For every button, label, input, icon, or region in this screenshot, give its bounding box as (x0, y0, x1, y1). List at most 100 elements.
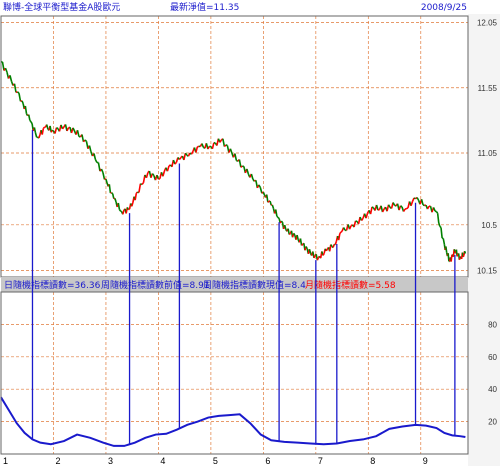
price-segment (4, 67, 8, 73)
price-segment (178, 157, 182, 161)
date-label: 2008/9/25 (421, 3, 467, 13)
weekly-kd-current-value: 周隨機指標讀數現值=8.4 (203, 279, 306, 291)
price-segment (30, 121, 33, 125)
price-segment (111, 192, 114, 195)
price-segment (439, 225, 442, 229)
price-segment (142, 174, 146, 184)
price-segment (259, 187, 263, 194)
price-segment (274, 209, 278, 217)
price-segment (42, 126, 46, 129)
price-segment (381, 208, 385, 213)
price-series (0, 60, 467, 263)
price-segment (369, 206, 373, 215)
price-segment (56, 127, 59, 130)
price-segment (201, 143, 205, 148)
price-segment (265, 194, 269, 203)
price-segment (406, 207, 409, 210)
fund-title: 聯博-全球平衡型基金A股歐元 (3, 1, 120, 13)
price-segment (229, 148, 233, 154)
price-segment (325, 248, 329, 252)
price-segment (305, 246, 308, 250)
price-segment (277, 216, 280, 219)
price-segment (151, 173, 155, 177)
kd-indicator-line (0, 396, 466, 447)
price-segment (334, 240, 338, 245)
price-segment (34, 132, 38, 138)
indicator-legend-bar (1, 277, 468, 292)
price-segment (174, 161, 178, 165)
x-tick-label: 9 (423, 456, 428, 466)
price-segment (313, 254, 316, 259)
price-segment (84, 139, 87, 142)
indicator-y-tick-label: 60 (488, 353, 497, 362)
latest-nav-label: 最新淨值=11.35 (170, 1, 239, 13)
indicator-panel-frame (0, 291, 469, 455)
price-segment (250, 173, 254, 180)
x-tick-label: 3 (108, 456, 113, 466)
price-segment (280, 220, 283, 223)
price-y-tick-label: 10.15 (477, 266, 498, 275)
price-segment (141, 182, 145, 186)
price-segment (267, 200, 270, 203)
price-segment (365, 212, 369, 219)
price-segment (72, 127, 76, 132)
price-segment (122, 209, 125, 215)
price-y-tick-label: 10.5 (481, 221, 497, 230)
x-tick-label: 1 (3, 456, 8, 466)
price-segment (240, 165, 243, 168)
price-segment (377, 208, 380, 211)
price-segment (197, 145, 200, 148)
price-segment (225, 144, 228, 147)
x-tick-label: 2 (55, 456, 60, 466)
price-segment (118, 209, 122, 212)
price-segment (134, 193, 138, 201)
price-segment (394, 204, 397, 207)
price-segment (332, 244, 335, 248)
price-segment (340, 230, 343, 233)
price-segment (166, 165, 170, 172)
price-segment (438, 222, 441, 227)
price-segment (262, 191, 266, 196)
price-segment (316, 257, 320, 261)
price-segment (392, 202, 396, 206)
price-segment (81, 134, 85, 142)
price-segment (299, 238, 303, 246)
price-segment (422, 204, 425, 207)
price-segment (111, 193, 115, 199)
price-segment (322, 253, 325, 256)
price-y-tick-label: 12.05 (477, 19, 498, 28)
price-segment (41, 128, 45, 135)
price-segment (371, 206, 374, 209)
price-segment (211, 142, 215, 150)
price-y-tick-label: 11.05 (478, 149, 498, 158)
price-segment (360, 217, 364, 221)
price-segment (450, 254, 453, 262)
price-segment (400, 205, 403, 208)
price-segment (105, 178, 108, 184)
price-segment (339, 231, 342, 235)
price-segment (54, 127, 58, 134)
price-segment (416, 197, 420, 201)
price-segment (235, 159, 239, 162)
price-segment (1, 61, 5, 71)
price-segment (13, 83, 17, 93)
price-segment (131, 202, 134, 207)
price-segment (222, 138, 226, 147)
price-segment (462, 255, 465, 258)
price-segment (156, 174, 160, 180)
x-axis-ticks: 1 2 3 4 5 6 7 8 9 (3, 456, 428, 466)
signal-lines (31, 130, 456, 445)
price-segment (246, 168, 250, 175)
x-tick-label: 5 (213, 456, 218, 466)
x-tick-label: 8 (370, 456, 375, 466)
price-segment (387, 204, 391, 208)
price-segment (27, 114, 31, 121)
price-segment (108, 184, 112, 194)
price-segment (219, 139, 223, 143)
price-segment (9, 75, 13, 82)
price-segment (276, 215, 279, 219)
x-tick-label: 7 (318, 456, 323, 466)
price-y-axis-ticks: 10.15 10.5 11.05 11.55 12.05 (477, 19, 498, 276)
price-segment (435, 211, 439, 214)
